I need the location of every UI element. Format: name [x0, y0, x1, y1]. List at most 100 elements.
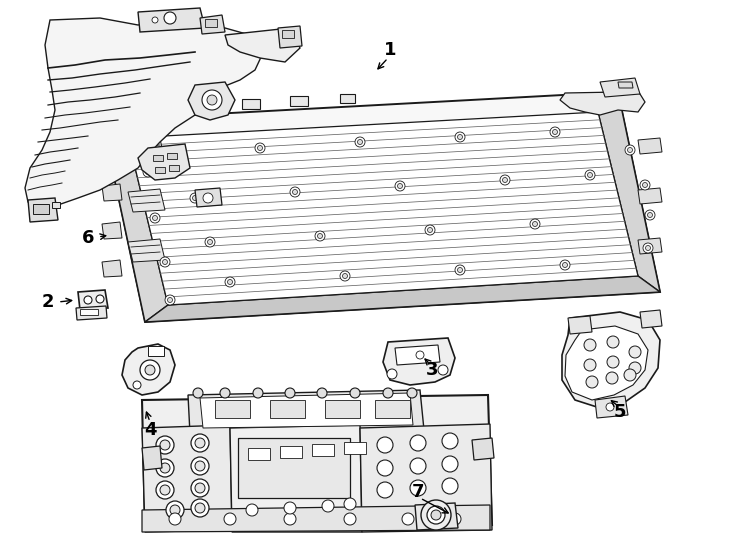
- Ellipse shape: [140, 360, 160, 380]
- Polygon shape: [128, 112, 638, 305]
- Ellipse shape: [160, 257, 170, 267]
- Polygon shape: [640, 310, 662, 328]
- Ellipse shape: [457, 267, 462, 273]
- Ellipse shape: [355, 137, 365, 147]
- Ellipse shape: [96, 295, 104, 303]
- Ellipse shape: [344, 498, 356, 510]
- Ellipse shape: [150, 213, 160, 223]
- Ellipse shape: [164, 12, 176, 24]
- Ellipse shape: [133, 381, 141, 389]
- Polygon shape: [225, 28, 300, 62]
- Ellipse shape: [442, 456, 458, 472]
- Ellipse shape: [192, 195, 197, 200]
- Ellipse shape: [166, 501, 184, 519]
- Polygon shape: [230, 425, 362, 532]
- Polygon shape: [595, 396, 628, 418]
- Ellipse shape: [156, 436, 174, 454]
- Polygon shape: [102, 120, 168, 322]
- Polygon shape: [78, 290, 108, 310]
- Polygon shape: [415, 503, 458, 530]
- Text: 5: 5: [614, 403, 626, 421]
- Ellipse shape: [607, 336, 619, 348]
- Ellipse shape: [318, 233, 322, 239]
- Polygon shape: [618, 82, 633, 88]
- Polygon shape: [128, 139, 165, 162]
- Ellipse shape: [160, 440, 170, 450]
- Ellipse shape: [322, 500, 334, 512]
- Polygon shape: [138, 8, 205, 32]
- Ellipse shape: [255, 143, 265, 153]
- Ellipse shape: [191, 479, 209, 497]
- Text: 1: 1: [384, 41, 396, 59]
- Ellipse shape: [293, 190, 297, 194]
- Ellipse shape: [84, 296, 92, 304]
- Ellipse shape: [195, 438, 205, 448]
- Ellipse shape: [587, 172, 592, 178]
- Ellipse shape: [160, 463, 170, 473]
- Polygon shape: [383, 338, 455, 385]
- Ellipse shape: [191, 434, 209, 452]
- Polygon shape: [360, 424, 492, 532]
- Ellipse shape: [606, 403, 614, 411]
- Polygon shape: [290, 96, 308, 106]
- Ellipse shape: [317, 388, 327, 398]
- Ellipse shape: [220, 388, 230, 398]
- Polygon shape: [562, 312, 660, 408]
- Ellipse shape: [407, 388, 417, 398]
- Ellipse shape: [550, 127, 560, 137]
- Polygon shape: [138, 144, 190, 180]
- Polygon shape: [25, 18, 262, 210]
- Bar: [344, 442, 366, 454]
- Text: 7: 7: [412, 483, 424, 501]
- Polygon shape: [188, 82, 235, 120]
- Ellipse shape: [503, 178, 507, 183]
- Polygon shape: [102, 146, 122, 163]
- Ellipse shape: [586, 376, 598, 388]
- Polygon shape: [28, 198, 58, 222]
- Ellipse shape: [442, 478, 458, 494]
- Polygon shape: [600, 78, 640, 97]
- Ellipse shape: [145, 365, 155, 375]
- Bar: [148, 346, 164, 356]
- Polygon shape: [155, 108, 177, 120]
- Ellipse shape: [162, 260, 167, 265]
- Ellipse shape: [285, 388, 295, 398]
- Polygon shape: [195, 103, 215, 114]
- Ellipse shape: [395, 181, 405, 191]
- Polygon shape: [142, 395, 492, 530]
- Polygon shape: [638, 238, 662, 254]
- Ellipse shape: [165, 295, 175, 305]
- Ellipse shape: [377, 437, 393, 453]
- Polygon shape: [472, 438, 494, 460]
- Ellipse shape: [175, 150, 185, 160]
- Polygon shape: [102, 184, 122, 201]
- Ellipse shape: [431, 510, 441, 520]
- Ellipse shape: [584, 359, 596, 371]
- Bar: [52, 202, 60, 208]
- Ellipse shape: [562, 262, 567, 267]
- Polygon shape: [102, 260, 122, 277]
- Bar: [33, 204, 49, 214]
- Polygon shape: [122, 344, 175, 395]
- Bar: [167, 153, 177, 159]
- Bar: [238, 438, 350, 498]
- Bar: [169, 165, 179, 171]
- Bar: [153, 155, 163, 161]
- Bar: [312, 444, 334, 456]
- Polygon shape: [340, 94, 355, 103]
- Ellipse shape: [442, 433, 458, 449]
- Ellipse shape: [225, 277, 235, 287]
- Ellipse shape: [645, 210, 655, 220]
- Ellipse shape: [143, 167, 153, 177]
- Bar: [282, 30, 294, 38]
- Ellipse shape: [607, 356, 619, 368]
- Ellipse shape: [628, 147, 633, 152]
- Ellipse shape: [190, 193, 200, 203]
- Ellipse shape: [343, 273, 347, 279]
- Polygon shape: [188, 390, 424, 434]
- Ellipse shape: [228, 280, 233, 285]
- Bar: [248, 448, 270, 460]
- Ellipse shape: [425, 225, 435, 235]
- Ellipse shape: [500, 175, 510, 185]
- Ellipse shape: [410, 435, 426, 451]
